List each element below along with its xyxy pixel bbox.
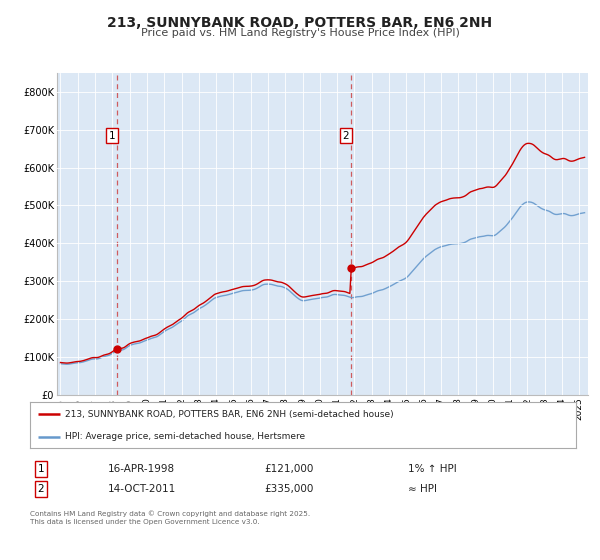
- Text: HPI: Average price, semi-detached house, Hertsmere: HPI: Average price, semi-detached house,…: [65, 432, 305, 441]
- Text: 1% ↑ HPI: 1% ↑ HPI: [408, 464, 457, 474]
- Text: 213, SUNNYBANK ROAD, POTTERS BAR, EN6 2NH: 213, SUNNYBANK ROAD, POTTERS BAR, EN6 2N…: [107, 16, 493, 30]
- Text: £121,000: £121,000: [264, 464, 313, 474]
- Text: Price paid vs. HM Land Registry's House Price Index (HPI): Price paid vs. HM Land Registry's House …: [140, 28, 460, 38]
- Text: 1: 1: [37, 464, 44, 474]
- Text: 14-OCT-2011: 14-OCT-2011: [108, 484, 176, 494]
- Text: 1: 1: [109, 130, 115, 141]
- Text: ≈ HPI: ≈ HPI: [408, 484, 437, 494]
- Text: 213, SUNNYBANK ROAD, POTTERS BAR, EN6 2NH (semi-detached house): 213, SUNNYBANK ROAD, POTTERS BAR, EN6 2N…: [65, 410, 394, 419]
- Text: Contains HM Land Registry data © Crown copyright and database right 2025.
This d: Contains HM Land Registry data © Crown c…: [30, 511, 310, 525]
- Text: 16-APR-1998: 16-APR-1998: [108, 464, 175, 474]
- Text: £335,000: £335,000: [264, 484, 313, 494]
- Text: 2: 2: [37, 484, 44, 494]
- Text: 2: 2: [343, 130, 349, 141]
